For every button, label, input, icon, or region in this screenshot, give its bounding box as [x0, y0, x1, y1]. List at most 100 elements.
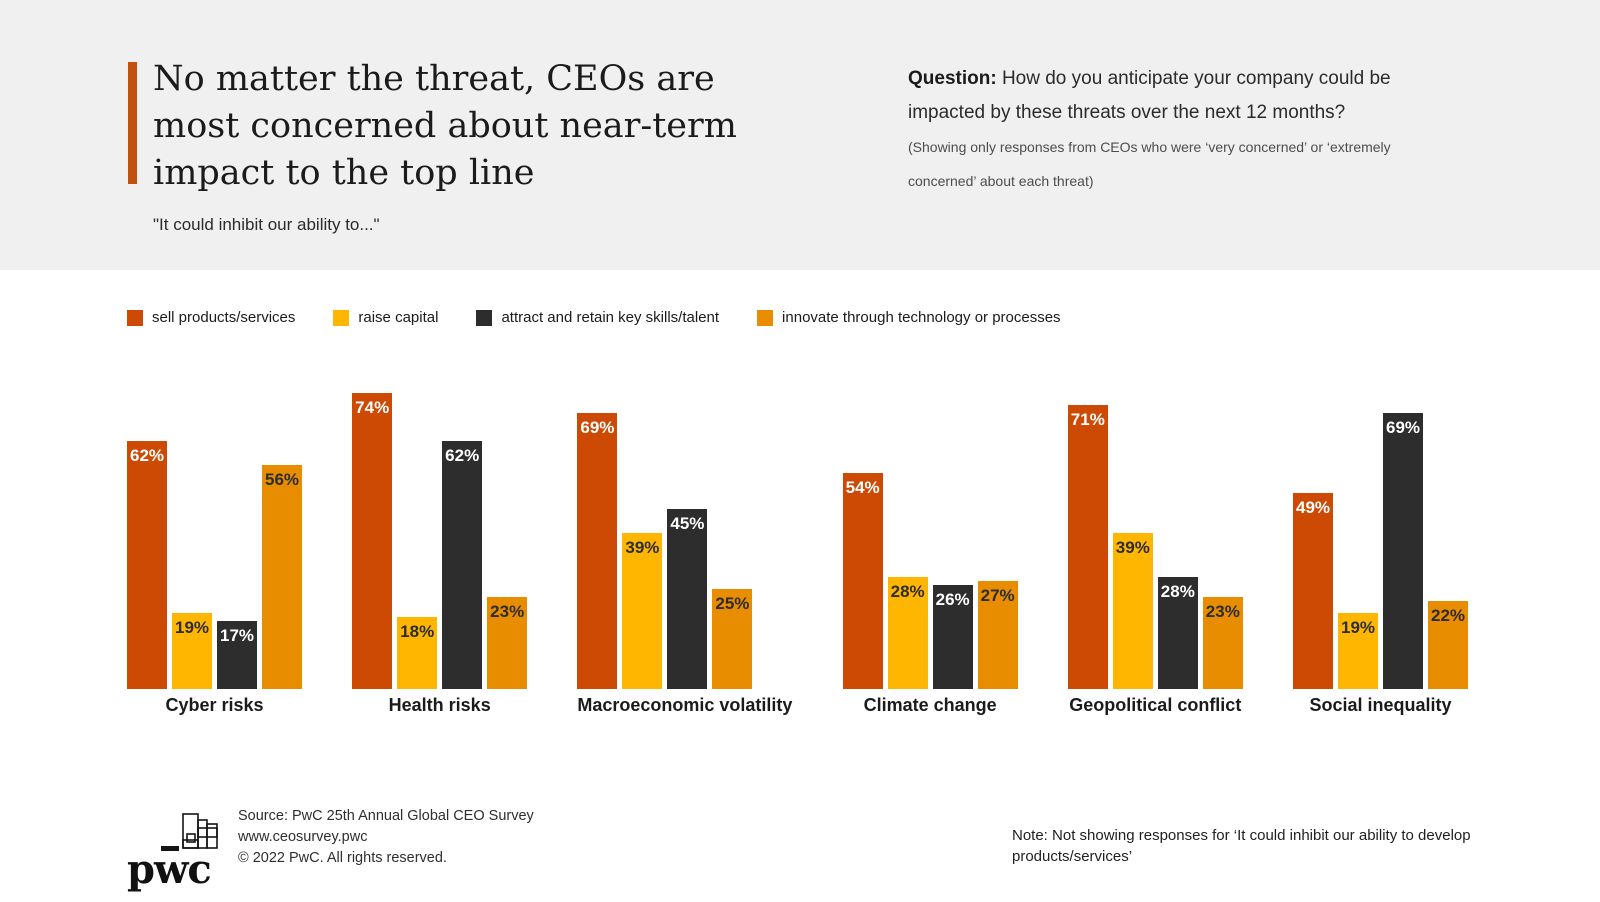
- legend-item: innovate through technology or processes: [757, 309, 1061, 326]
- legend-label: raise capital: [358, 309, 439, 326]
- bar-value-label: 45%: [670, 514, 705, 533]
- question-block: Question: How do you anticipate your com…: [908, 62, 1468, 198]
- bar-value-label: 23%: [490, 602, 525, 621]
- bar-value-label: 54%: [845, 478, 880, 497]
- bar-value-label: 28%: [890, 582, 925, 601]
- bar-value-label: 69%: [580, 418, 615, 437]
- footnote-line: Note: Not showing responses for ‘It coul…: [1012, 827, 1471, 844]
- bars-row: 49% 19% 69% 22%: [1293, 389, 1468, 689]
- bar-group: 69% 39% 45% 25% Macroeconomic volatility: [577, 389, 792, 716]
- bar-value-label: 19%: [1340, 618, 1376, 637]
- question-text: How do you anticipate your company could…: [996, 68, 1391, 89]
- bar: 45%: [667, 509, 708, 689]
- page-title-line: most concerned about near-term: [153, 106, 737, 146]
- source-line: © 2022 PwC. All rights reserved.: [238, 850, 447, 866]
- bars-row: 74% 18% 62% 23%: [352, 389, 528, 689]
- bar-value-label: 22%: [1430, 606, 1466, 625]
- pwc-logo-mark-icon: [161, 813, 218, 851]
- bars-row: 62% 19% 17% 56%: [127, 389, 302, 689]
- bar: 39%: [1112, 533, 1153, 689]
- legend-label: attract and retain key skills/talent: [501, 309, 720, 326]
- bar-value-label: 49%: [1295, 498, 1331, 517]
- legend-swatch-icon: [127, 309, 143, 326]
- bar-value-label: 26%: [935, 590, 970, 609]
- bar-value-label: 74%: [355, 398, 390, 417]
- bar: 28%: [887, 577, 928, 689]
- bar-value-label: 39%: [1115, 538, 1150, 557]
- bar: 69%: [1383, 413, 1423, 689]
- category-label: Cyber risks: [165, 695, 264, 715]
- bar: 62%: [442, 441, 483, 689]
- source-block: Source: PwC 25th Annual Global CEO Surve…: [238, 806, 534, 869]
- bar-value-label: 25%: [715, 594, 750, 613]
- question-line: impacted by these threats over the next …: [908, 102, 1346, 123]
- bar-group: 74% 18% 62% 23% Health risks: [352, 389, 528, 716]
- bar-value-label: 17%: [219, 626, 255, 645]
- chart: 62% 19% 17% 56% Cyber risks 74% 18% 62% 23% Healt…: [127, 389, 1468, 716]
- bars-row: 54% 28% 26% 27%: [842, 389, 1018, 689]
- legend-label: innovate through technology or processes: [782, 309, 1061, 326]
- bar: 69%: [577, 413, 618, 689]
- bar: 17%: [217, 621, 257, 689]
- bar-group: 54% 28% 26% 27% Climate change: [842, 389, 1018, 716]
- pwc-wordmark: pwc: [127, 846, 212, 893]
- category-label: Geopolitical conflict: [1069, 695, 1242, 715]
- legend-item: attract and retain key skills/talent: [476, 309, 719, 326]
- source-line: Source: PwC 25th Annual Global CEO Surve…: [238, 808, 534, 824]
- legend-label: sell products/services: [152, 309, 296, 326]
- bar: 62%: [127, 441, 167, 689]
- legend-swatch-icon: [333, 309, 350, 326]
- page-title-line: impact to the top line: [153, 153, 535, 193]
- bar: 26%: [932, 585, 973, 689]
- category-label: Health risks: [388, 695, 491, 715]
- bar-value-label: 71%: [1070, 410, 1105, 429]
- bar: 19%: [1338, 613, 1378, 689]
- bar: 56%: [262, 465, 302, 689]
- question-line: Question: How do you anticipate your com…: [908, 62, 1468, 96]
- header-band: No matter the threat, CEOs are most conc…: [0, 0, 1600, 270]
- bar-group: 62% 19% 17% 56% Cyber risks: [127, 389, 302, 716]
- footnote-line: products/services’: [1012, 848, 1133, 865]
- bar: 23%: [1202, 597, 1243, 689]
- question-label: Question:: [908, 68, 997, 89]
- legend: sell products/services raise capital attra…: [127, 309, 1061, 326]
- question-note-line: concerned’ about each threat): [908, 173, 1094, 189]
- bar: 25%: [712, 589, 753, 689]
- category-label: Macroeconomic volatility: [577, 695, 793, 715]
- bar-value-label: 28%: [1160, 582, 1195, 601]
- bar-value-label: 56%: [264, 470, 300, 489]
- chart-subtitle: "It could inhibit our ability to...": [153, 215, 380, 234]
- title-accent-bar: [128, 62, 137, 184]
- bar-group: 71% 39% 28% 23% Geopolitical conflict: [1067, 389, 1243, 716]
- bar-value-label: 27%: [980, 586, 1015, 605]
- bar-value-label: 39%: [625, 538, 660, 557]
- bar: 71%: [1067, 405, 1108, 689]
- legend-swatch-icon: [476, 309, 493, 326]
- bar: 27%: [977, 581, 1018, 689]
- source-line: www.ceosurvey.pwc: [238, 829, 368, 845]
- footnote: Note: Not showing responses for ‘It coul…: [1012, 825, 1471, 867]
- bar-value-label: 62%: [129, 446, 165, 465]
- bar-value-label: 23%: [1205, 602, 1240, 621]
- bar: 54%: [842, 473, 883, 689]
- bars-row: 71% 39% 28% 23%: [1067, 389, 1243, 689]
- bar: 22%: [1428, 601, 1468, 689]
- legend-item: raise capital: [333, 309, 438, 326]
- question-note-line: (Showing only responses from CEOs who we…: [908, 139, 1391, 155]
- bar-value-label: 19%: [174, 618, 210, 637]
- bar: 74%: [352, 393, 393, 689]
- bar-value-label: 69%: [1385, 418, 1421, 437]
- bar-group: 49% 19% 69% 22% Social inequality: [1293, 389, 1468, 716]
- pwc-logo: pwc: [127, 813, 227, 893]
- legend-swatch-icon: [757, 309, 774, 326]
- bar: 49%: [1293, 493, 1333, 689]
- bar: 18%: [397, 617, 438, 689]
- bar: 28%: [1157, 577, 1198, 689]
- page-title: No matter the threat, CEOs are most conc…: [153, 56, 737, 197]
- bar: 39%: [622, 533, 663, 689]
- bar-value-label: 18%: [400, 622, 435, 641]
- bars-row: 69% 39% 45% 25%: [577, 389, 792, 689]
- bar: 19%: [172, 613, 212, 689]
- bar-value-label: 62%: [445, 446, 480, 465]
- category-label: Social inequality: [1309, 695, 1452, 715]
